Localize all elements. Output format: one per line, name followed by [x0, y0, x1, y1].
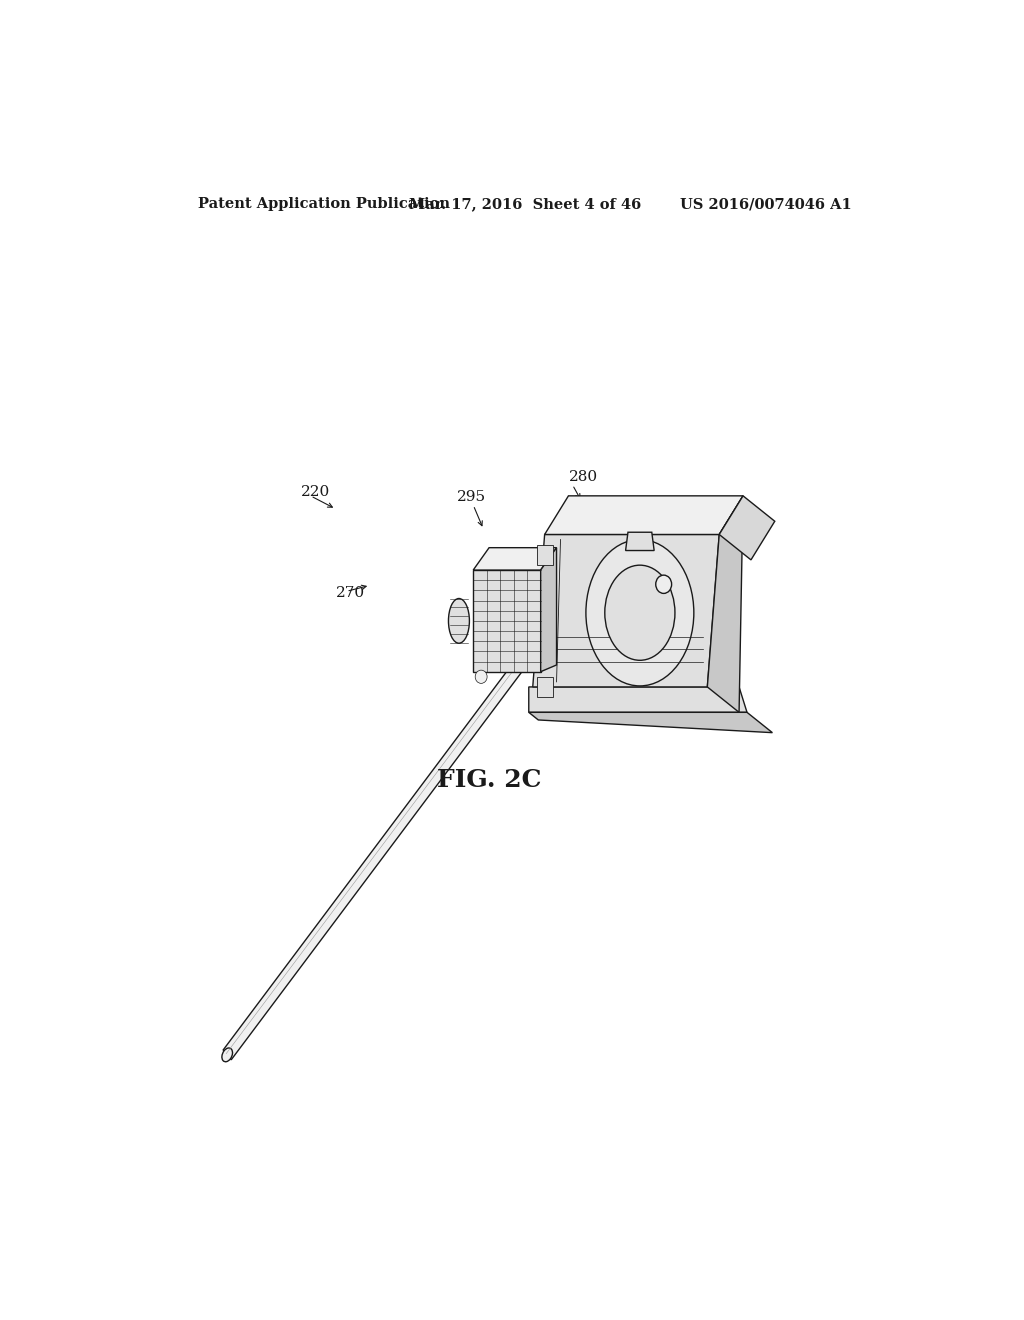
- Text: US 2016/0074046 A1: US 2016/0074046 A1: [680, 197, 852, 211]
- Text: Patent Application Publication: Patent Application Publication: [198, 197, 450, 211]
- Ellipse shape: [222, 1048, 232, 1061]
- Polygon shape: [532, 535, 719, 686]
- Text: 270: 270: [336, 586, 365, 601]
- Text: 220: 220: [301, 484, 331, 499]
- Polygon shape: [719, 496, 775, 560]
- Polygon shape: [537, 627, 549, 692]
- Polygon shape: [545, 496, 743, 535]
- Ellipse shape: [655, 576, 672, 594]
- Polygon shape: [473, 548, 557, 570]
- Text: 275: 275: [563, 537, 592, 552]
- Polygon shape: [708, 496, 743, 713]
- Polygon shape: [541, 548, 557, 672]
- Polygon shape: [626, 532, 654, 550]
- Text: Mar. 17, 2016  Sheet 4 of 46: Mar. 17, 2016 Sheet 4 of 46: [409, 197, 641, 211]
- Polygon shape: [528, 686, 748, 713]
- Text: 295: 295: [458, 490, 486, 504]
- Ellipse shape: [605, 565, 675, 660]
- Polygon shape: [537, 545, 553, 565]
- Text: 280: 280: [569, 470, 598, 483]
- Polygon shape: [528, 713, 772, 733]
- Polygon shape: [537, 677, 553, 697]
- Polygon shape: [473, 570, 541, 672]
- Polygon shape: [223, 623, 551, 1060]
- Text: FIG. 2C: FIG. 2C: [437, 768, 542, 792]
- Ellipse shape: [586, 540, 694, 686]
- Ellipse shape: [449, 598, 469, 643]
- Ellipse shape: [475, 671, 487, 684]
